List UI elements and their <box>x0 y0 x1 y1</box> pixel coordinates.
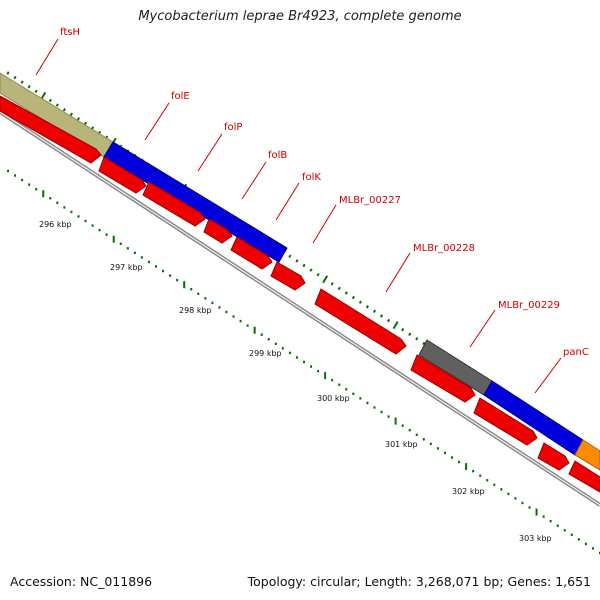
upper-minor-dot <box>288 254 292 259</box>
leader-ftsH <box>35 38 59 76</box>
cds-arrow-MLBr_00229[interactable] <box>410 354 476 403</box>
kbp-label-302: 302 kbp <box>452 487 485 496</box>
upper-major-tick <box>322 275 329 284</box>
cds-arrow-MLBr_00228[interactable] <box>314 288 407 355</box>
upper-minor-dot <box>351 295 355 300</box>
map-title: Mycobacterium leprae Br4923, complete ge… <box>138 9 462 24</box>
leader-MLBr_00229 <box>469 309 496 348</box>
cds-arrow-folB[interactable] <box>203 218 233 244</box>
upper-minor-dot <box>13 75 17 80</box>
cds-arrow-panC-a[interactable] <box>473 397 538 446</box>
kbp-label-298: 298 kbp <box>179 306 212 315</box>
cds-arrow-folE[interactable] <box>98 156 147 194</box>
upper-minor-dot <box>386 318 391 323</box>
cds-track <box>0 95 600 493</box>
upper-minor-dot <box>415 337 419 341</box>
kbp-label-300: 300 kbp <box>317 394 350 403</box>
kbp-label-299: 299 kbp <box>249 349 282 358</box>
gene-label-MLBr_00228[interactable]: MLBr_00228 <box>413 243 475 254</box>
gene-label-folE[interactable]: folE <box>171 91 190 102</box>
upper-minor-dot <box>20 80 24 84</box>
leader-folK <box>275 182 300 221</box>
gene-label-panC[interactable]: panC <box>563 347 589 358</box>
upper-minor-dot <box>358 300 362 304</box>
leader-panC <box>534 357 562 394</box>
cds-arrow-extra[interactable] <box>270 261 306 291</box>
upper-minor-dot <box>365 305 370 309</box>
kbp-label-303: 303 kbp <box>519 534 552 543</box>
upper-major-tick <box>392 321 399 330</box>
gene-label-MLBr_00227[interactable]: MLBr_00227 <box>339 195 401 206</box>
kbp-label-296: 296 kbp <box>39 220 72 229</box>
scale-labels: 296 kbp 297 kbp 298 kbp 299 kbp 300 kbp … <box>39 220 552 543</box>
scale-track-dots <box>7 169 600 555</box>
upper-minor-dot <box>330 282 334 286</box>
upper-minor-dot <box>48 98 52 103</box>
upper-minor-dot <box>302 263 306 268</box>
leader-folE <box>144 102 170 141</box>
upper-minor-dot <box>309 268 313 272</box>
upper-minor-dot <box>295 259 299 263</box>
leader-folP <box>197 133 223 172</box>
gene-label-folK[interactable]: folK <box>302 172 321 183</box>
cds-arrow-ftsH[interactable] <box>0 95 102 164</box>
gene-folE-block[interactable] <box>103 141 288 263</box>
gene-label-MLBr_00229[interactable]: MLBr_00229 <box>498 300 560 311</box>
kbp-label-301: 301 kbp <box>385 440 418 449</box>
accession-text: Accession: NC_011896 <box>10 574 153 589</box>
upper-minor-dot <box>401 327 405 332</box>
upper-minor-dot <box>27 85 31 89</box>
outer-gene-track <box>0 72 600 471</box>
gene-label-folP[interactable]: folP <box>224 122 242 133</box>
upper-minor-dot <box>337 286 341 291</box>
kbp-label-297: 297 kbp <box>110 263 143 272</box>
upper-minor-dot <box>379 314 384 318</box>
upper-minor-dot <box>344 291 348 295</box>
cds-arrow-folK[interactable] <box>230 236 273 270</box>
upper-minor-dot <box>62 107 66 112</box>
upper-minor-dot <box>372 309 377 314</box>
gene-label-folB[interactable]: folB <box>268 150 287 161</box>
gene-label-ftsH[interactable]: ftsH <box>60 27 80 38</box>
upper-minor-dot <box>69 112 74 116</box>
upper-minor-dot <box>83 121 88 126</box>
leader-MLBr_00228 <box>385 252 411 293</box>
upper-minor-dot <box>422 341 426 346</box>
leader-folB <box>241 161 267 200</box>
upper-minor-dot <box>55 103 59 107</box>
leader-MLBr_00227 <box>312 204 337 244</box>
upper-minor-dot <box>76 117 81 121</box>
cds-arrow-folP[interactable] <box>142 181 206 227</box>
upper-minor-dot <box>34 89 38 94</box>
backbone-inner-line <box>0 111 600 506</box>
gene-labels: ftsH folE folP folB folK MLBr_00227 MLBr… <box>60 27 589 358</box>
upper-minor-dot <box>6 71 10 75</box>
upper-minor-dot <box>316 272 320 277</box>
label-leaders <box>35 38 562 394</box>
cds-arrow-next[interactable] <box>568 460 600 493</box>
cds-arrow-panC-b[interactable] <box>537 442 570 471</box>
genome-summary-text: Topology: circular; Length: 3,268,071 bp… <box>247 574 591 589</box>
gene-next-block[interactable] <box>574 439 600 471</box>
upper-minor-dot <box>408 332 412 336</box>
